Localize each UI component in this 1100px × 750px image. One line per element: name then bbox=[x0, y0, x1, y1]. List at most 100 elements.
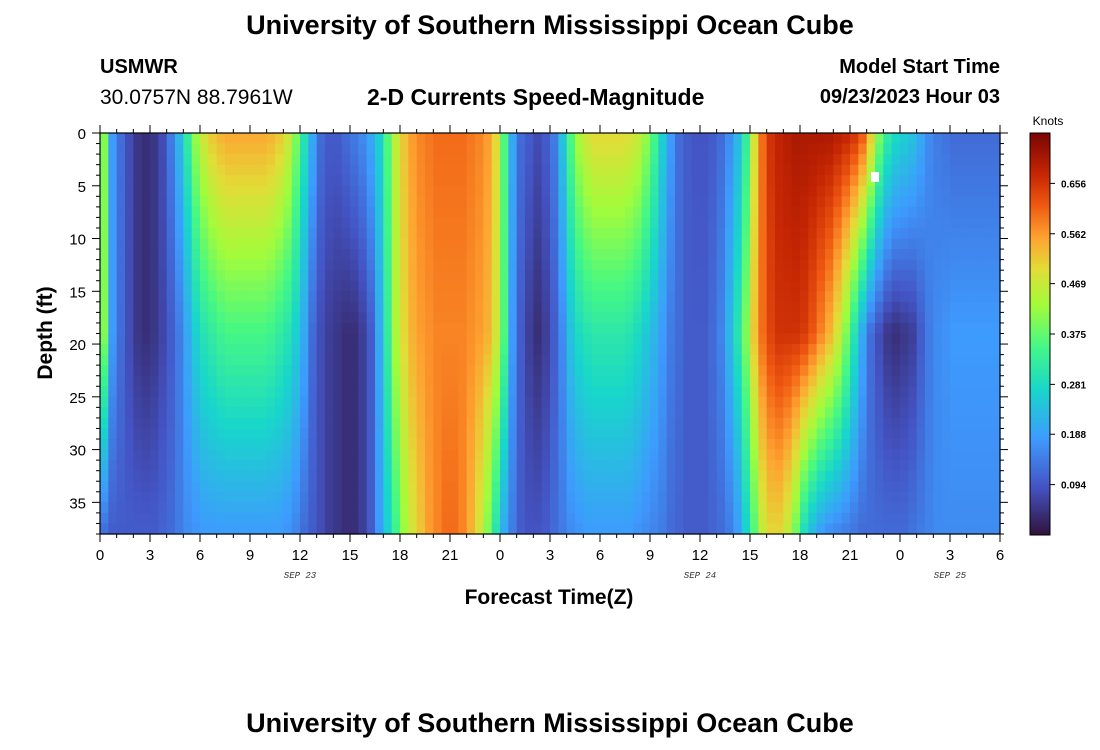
heatmap-cell bbox=[625, 470, 634, 482]
heatmap-cell bbox=[600, 386, 609, 398]
heatmap-cell bbox=[925, 280, 934, 292]
heatmap-cell bbox=[725, 238, 734, 250]
heatmap-cell bbox=[383, 143, 393, 155]
heatmap-cell bbox=[558, 460, 568, 472]
heatmap-cell bbox=[258, 227, 268, 240]
heatmap-cell bbox=[475, 164, 484, 176]
heatmap-cell bbox=[641, 333, 651, 345]
heatmap-cell bbox=[350, 470, 359, 482]
heatmap-cell bbox=[325, 185, 334, 197]
heatmap-cell bbox=[125, 428, 134, 440]
heatmap-cell bbox=[575, 217, 584, 229]
heatmap-cell bbox=[958, 396, 968, 408]
heatmap-cell bbox=[266, 344, 276, 356]
heatmap-cell bbox=[283, 333, 293, 345]
heatmap-cell bbox=[316, 386, 326, 398]
heatmap-cell bbox=[558, 196, 568, 208]
heatmap-cell bbox=[383, 312, 393, 324]
heatmap-cell bbox=[691, 133, 701, 145]
heatmap-cell bbox=[325, 217, 334, 229]
heatmap-cell bbox=[991, 460, 1001, 472]
heatmap-cell bbox=[533, 143, 543, 155]
heatmap-cell bbox=[466, 249, 476, 261]
heatmap-cell bbox=[816, 280, 826, 292]
heatmap-cell bbox=[808, 460, 818, 472]
heatmap-cell bbox=[316, 354, 326, 366]
heatmap-cell bbox=[191, 185, 201, 197]
heatmap-cell bbox=[475, 238, 484, 250]
heatmap-cell bbox=[383, 185, 393, 197]
heatmap-cell bbox=[733, 375, 743, 387]
heatmap-cell bbox=[150, 143, 159, 155]
heatmap-cell bbox=[333, 154, 343, 166]
heatmap-cell bbox=[275, 154, 284, 166]
heatmap-cell bbox=[575, 280, 584, 292]
heatmap-cell bbox=[725, 365, 734, 377]
heatmap-cell bbox=[683, 322, 693, 335]
heatmap-cell bbox=[808, 365, 818, 377]
heatmap-cell bbox=[408, 322, 418, 335]
heatmap-cell bbox=[383, 375, 393, 387]
heatmap-cell bbox=[691, 407, 701, 419]
heatmap-cell bbox=[675, 322, 684, 335]
heatmap-cell bbox=[808, 238, 818, 250]
heatmap-cell bbox=[425, 259, 434, 271]
heatmap-cell bbox=[383, 164, 393, 176]
heatmap-cell bbox=[633, 196, 643, 208]
heatmap-cell bbox=[650, 238, 659, 250]
heatmap-cell bbox=[458, 185, 468, 197]
heatmap-cell bbox=[550, 227, 559, 240]
heatmap-cell bbox=[258, 280, 268, 292]
heatmap-cell bbox=[375, 291, 384, 303]
heatmap-cell bbox=[900, 354, 909, 366]
heatmap-cell bbox=[158, 206, 168, 219]
heatmap-cell bbox=[175, 238, 184, 250]
heatmap-cell bbox=[166, 291, 176, 303]
heatmap-cell bbox=[250, 512, 259, 525]
heatmap-cell bbox=[125, 322, 134, 335]
heatmap-cell bbox=[950, 481, 959, 493]
heatmap-cell bbox=[591, 185, 601, 197]
heatmap-cell bbox=[266, 470, 276, 482]
heatmap-cell bbox=[983, 333, 993, 345]
heatmap-cell bbox=[333, 386, 343, 398]
heatmap-cell bbox=[541, 417, 551, 430]
heatmap-cell bbox=[600, 417, 609, 430]
heatmap-cell bbox=[325, 322, 334, 335]
heatmap-cell bbox=[358, 365, 368, 377]
heatmap-cell bbox=[100, 185, 109, 197]
heatmap-cell bbox=[850, 249, 859, 261]
heatmap-cell bbox=[916, 154, 926, 166]
heatmap-cell bbox=[625, 417, 634, 430]
heatmap-cell bbox=[225, 280, 234, 292]
heatmap-cell bbox=[341, 439, 351, 451]
heatmap-cell bbox=[316, 175, 326, 187]
heatmap-cell bbox=[908, 164, 918, 176]
heatmap-cell bbox=[700, 512, 709, 525]
heatmap-cell bbox=[266, 375, 276, 387]
heatmap-cell bbox=[841, 439, 851, 451]
heatmap-cell bbox=[750, 259, 759, 271]
heatmap-cell bbox=[741, 502, 751, 514]
heatmap-cell bbox=[158, 344, 168, 356]
heatmap-cell bbox=[258, 333, 268, 345]
heatmap-cell bbox=[216, 259, 226, 271]
heatmap-cell bbox=[133, 417, 143, 430]
heatmap-cell bbox=[700, 365, 709, 377]
heatmap-cell bbox=[525, 185, 534, 197]
heatmap-cell bbox=[783, 470, 793, 482]
heatmap-cell bbox=[308, 270, 318, 282]
heatmap-cell bbox=[391, 354, 401, 366]
heatmap-cell bbox=[958, 502, 968, 514]
heatmap-cell bbox=[233, 301, 243, 313]
heatmap-cell bbox=[450, 143, 459, 155]
heatmap-cell bbox=[741, 154, 751, 166]
heatmap-cell bbox=[441, 227, 451, 240]
heatmap-cell bbox=[841, 322, 851, 335]
heatmap-cell bbox=[316, 312, 326, 324]
heatmap-cell bbox=[816, 291, 826, 303]
heatmap-cell bbox=[275, 386, 284, 398]
heatmap-cell bbox=[975, 249, 984, 261]
heatmap-cell bbox=[741, 439, 751, 451]
heatmap-cell bbox=[283, 312, 293, 324]
